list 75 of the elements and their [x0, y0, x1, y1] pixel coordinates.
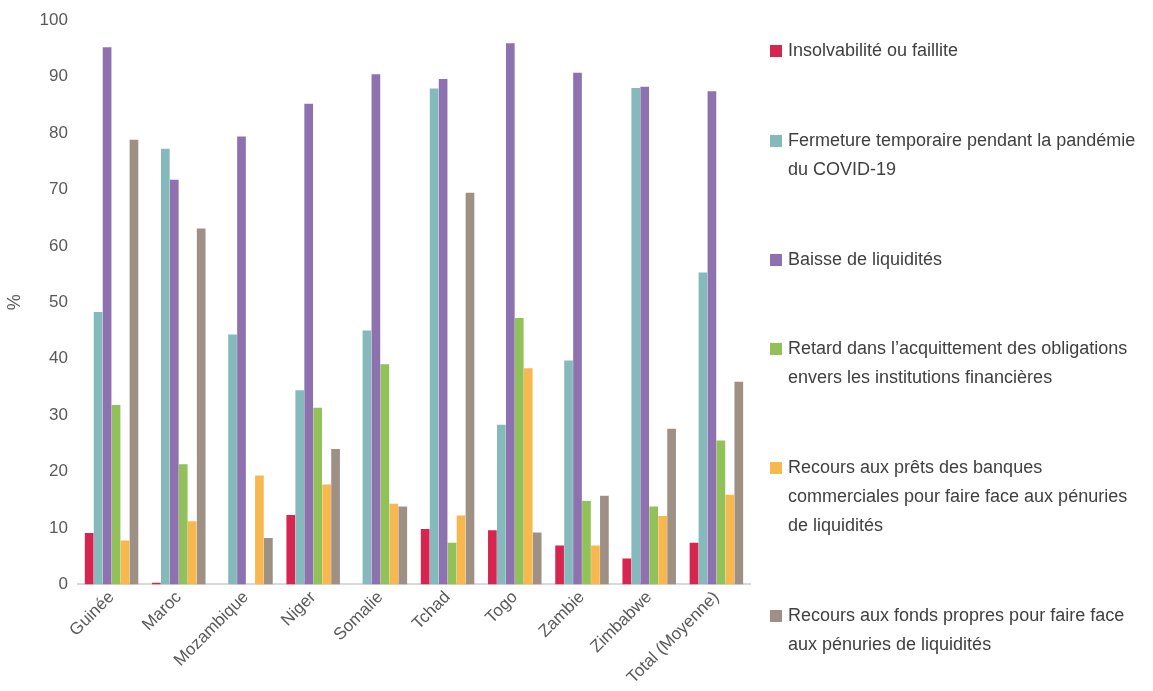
- bar: [93, 311, 103, 585]
- bar: [228, 334, 237, 585]
- bar: [304, 103, 314, 585]
- bar: [429, 88, 439, 585]
- bar: [187, 521, 197, 585]
- bar: [631, 87, 641, 585]
- bar: [465, 192, 475, 585]
- bar: [640, 86, 650, 585]
- bar: [371, 74, 381, 585]
- bar: [420, 529, 430, 585]
- bar: [698, 272, 708, 585]
- bar: [84, 533, 94, 585]
- bar: [196, 228, 206, 585]
- bar: [331, 448, 340, 585]
- bar: [380, 364, 390, 585]
- legend-label: Recours aux fonds propres pour faire face aux pénuries de liquidités: [788, 603, 1126, 656]
- bar: [658, 516, 667, 585]
- bar: [160, 148, 170, 585]
- bar: [591, 545, 600, 585]
- bar: [313, 407, 322, 585]
- bar: [169, 179, 179, 585]
- y-tick-label: 60: [49, 235, 68, 255]
- y-tick-label: 50: [49, 291, 68, 311]
- bar: [488, 530, 497, 585]
- bar: [286, 514, 296, 585]
- bar: [102, 47, 112, 585]
- bar: [264, 538, 273, 585]
- bar: [456, 515, 466, 585]
- bar: [111, 404, 121, 585]
- bar: [725, 494, 735, 585]
- y-tick-label: 10: [49, 517, 68, 537]
- legend-label: Recours aux prêts des banques commerciales pour faire face aux pénuries de liquidités: [788, 455, 1129, 537]
- bar: [129, 139, 139, 585]
- bar: [514, 318, 524, 585]
- bar: [398, 506, 408, 585]
- bar: [178, 464, 188, 585]
- y-tick-label: 0: [58, 574, 68, 594]
- bar: [255, 475, 264, 585]
- bar: [523, 368, 533, 585]
- bar: [362, 330, 372, 585]
- bar: [564, 360, 573, 585]
- x-tick-label: Togo: [481, 587, 521, 627]
- bar: [447, 542, 457, 585]
- bar: [237, 136, 246, 585]
- y-tick-label: 30: [49, 404, 68, 424]
- bar: [389, 503, 399, 585]
- bar: [600, 495, 609, 585]
- bar: [555, 545, 564, 585]
- bar: [438, 78, 448, 585]
- legend-label: Retard dans l’acquittement des obligations envers les institutions financières: [788, 337, 1129, 390]
- y-tick-label: 20: [49, 461, 68, 481]
- bar: [532, 532, 542, 585]
- y-axis-title: %: [3, 294, 24, 311]
- y-tick-label: 100: [39, 9, 68, 29]
- bar: [707, 91, 717, 585]
- y-tick-label: 80: [49, 122, 68, 142]
- legend-label: Fermeture temporaire pendant la pandémie du COVID-19: [788, 129, 1137, 181]
- bar: [622, 558, 632, 585]
- legend-label: Insolvabilité ou faillite: [788, 39, 959, 63]
- bar: [649, 506, 659, 585]
- y-tick-label: 70: [49, 179, 68, 199]
- bar: [497, 424, 506, 585]
- bar: [120, 540, 130, 585]
- bar: [582, 500, 591, 585]
- bar: [573, 72, 582, 585]
- bar: [505, 43, 515, 585]
- bar: [667, 428, 676, 585]
- legend-label: Baisse de liquidités: [788, 247, 943, 271]
- bar: [295, 390, 305, 585]
- bar: [689, 542, 699, 585]
- y-tick-label: 90: [49, 66, 68, 86]
- y-tick-label: 40: [49, 348, 68, 368]
- bar: [322, 484, 331, 585]
- bar: [716, 440, 726, 585]
- bar: [734, 381, 744, 585]
